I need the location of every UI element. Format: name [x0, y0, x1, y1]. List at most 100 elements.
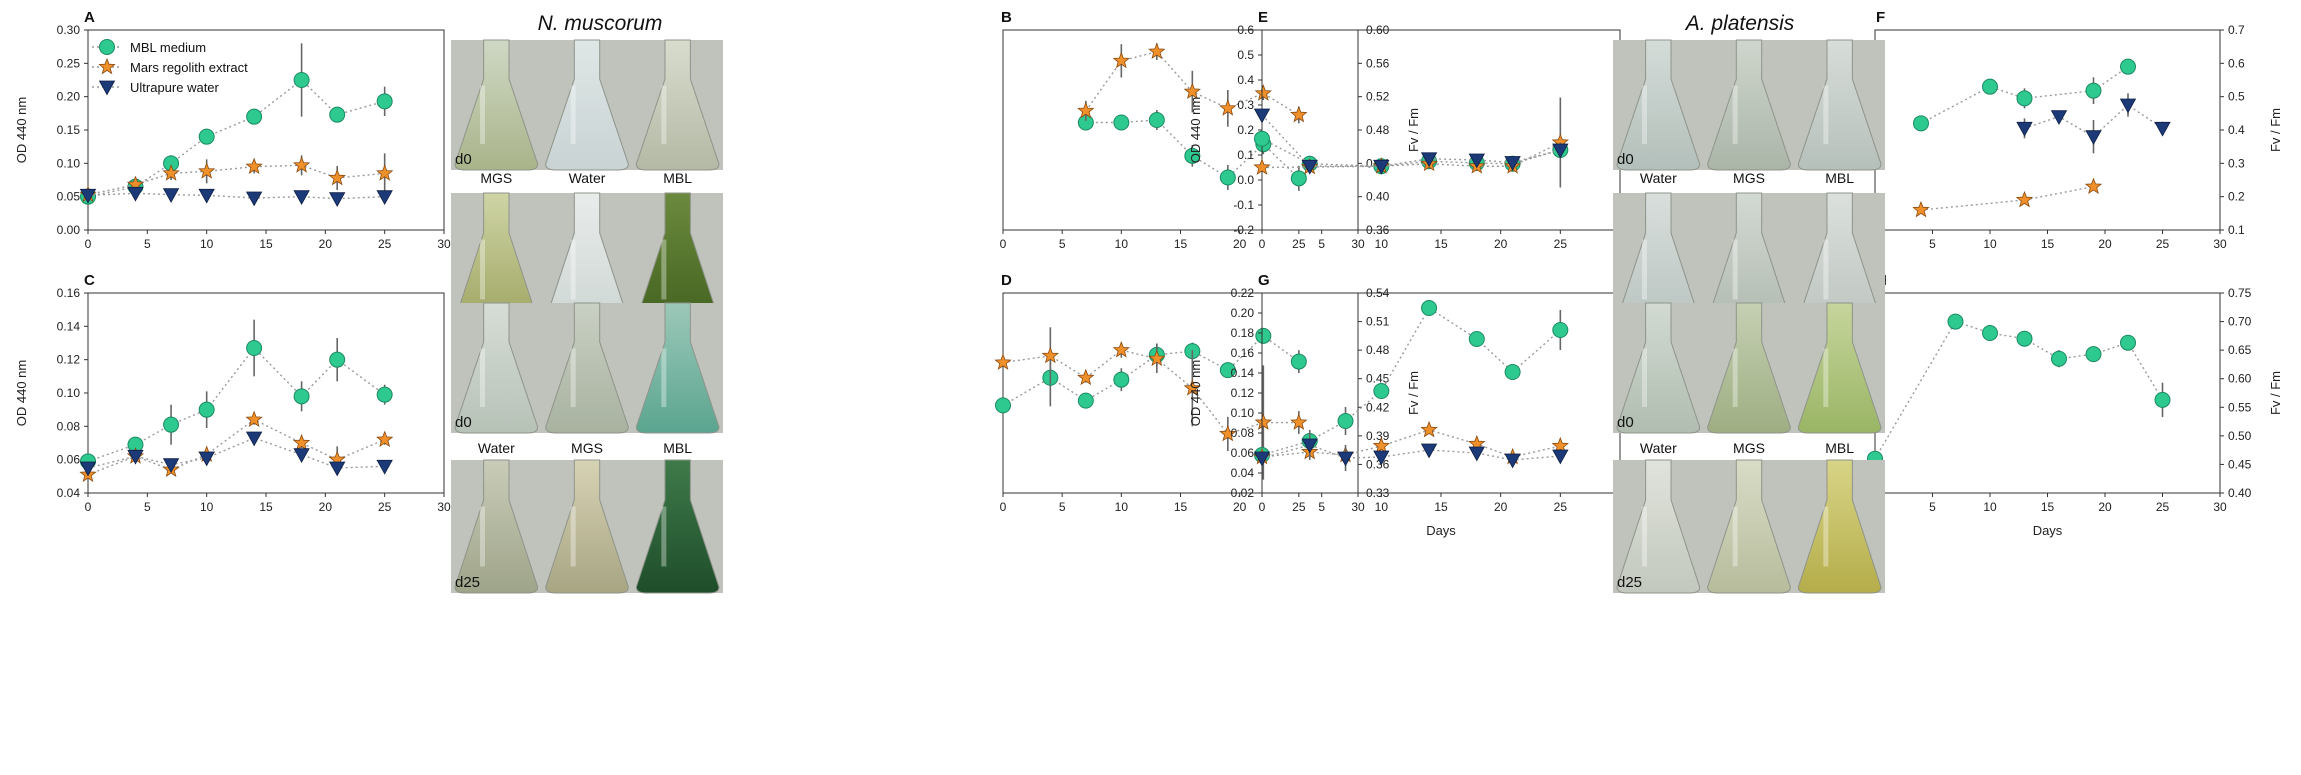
flask-highlight: [1642, 239, 1648, 300]
x-tick-label: 5: [1929, 237, 1936, 251]
y-tick-label: 0.45: [1366, 372, 1390, 386]
data-point-circle: [2120, 334, 2136, 351]
y-tick-label: 0.36: [1366, 457, 1390, 471]
photo-caption: MGS: [571, 440, 603, 456]
day-label: d0: [455, 151, 472, 168]
plot-frame: [1874, 292, 2221, 494]
flask-highlight: [480, 85, 486, 144]
data-point-triangle-down: [1504, 453, 1521, 469]
y-tick-label: 0.40: [2228, 486, 2252, 500]
photo-bottom-g: d25: [1613, 459, 1885, 594]
data-point-triangle-down: [162, 188, 180, 203]
y-tick-label: 0.14: [1231, 366, 1255, 380]
data-point-triangle-down: [127, 186, 144, 202]
photo-caption: MGS: [1733, 170, 1765, 186]
data-point-circle: [2154, 391, 2171, 408]
data-point-circle: [1290, 170, 1307, 187]
x-tick-label: 0: [1000, 237, 1007, 251]
chart-panel-c: 0 5 10 15 20 25 30 0.04 0.06 0.08 0.10 0.12 0.14 0.16…: [14, 286, 451, 514]
x-tick-label: 5: [1318, 500, 1325, 514]
y-tick-label: 0.10: [57, 386, 81, 400]
y-tick-label: -0.2: [1233, 223, 1254, 237]
data-point-triangle-down: [1301, 159, 1318, 175]
data-point-circle: [293, 388, 310, 405]
data-point-star: [245, 157, 263, 174]
flask-image: [1707, 459, 1791, 594]
flask-highlight: [570, 85, 576, 144]
x-tick-label: 5: [144, 237, 151, 251]
data-point-star: [1254, 84, 1272, 101]
series-line-triangle-down: [87, 437, 385, 469]
data-point-triangle-down: [198, 188, 215, 204]
plot-frame: [1874, 29, 2221, 231]
flask-image: [1797, 459, 1882, 594]
data-point-star: [245, 410, 263, 427]
y-tick-label: 0.16: [1231, 346, 1255, 360]
data-point-star: [1112, 51, 1130, 69]
day-label: d0: [1617, 151, 1634, 168]
y-tick-label: 0.20: [1231, 306, 1255, 320]
data-point-circle: [2016, 330, 2033, 347]
flask-highlight: [570, 239, 576, 300]
data-point-circle: [293, 72, 310, 88]
data-point-triangle-down: [329, 192, 346, 207]
y-tick-label: 0.0: [1237, 173, 1254, 187]
series-line-triangle-down: [1261, 444, 1561, 461]
flask-highlight: [1823, 506, 1829, 567]
flask-highlight: [570, 348, 576, 407]
x-tick-label: 10: [1115, 237, 1129, 251]
data-point-star: [1148, 349, 1166, 367]
data-point-star: [1112, 340, 1130, 358]
data-point-circle: [1373, 383, 1390, 399]
x-tick-label: 10: [200, 237, 214, 251]
x-tick-label: 30: [2213, 237, 2227, 251]
x-tick-label: 10: [200, 500, 214, 514]
x-tick-label: 10: [1375, 500, 1389, 514]
data-point-star: [1253, 158, 1271, 175]
chart-panel-e: 0 5 10 15 20 25 30 -0.2 -0.1 0.0 0.1 0.2 0.3 0.4 0.5 0.…: [1188, 23, 1627, 251]
data-point-star: [198, 162, 216, 179]
legend-marker-circle: [99, 39, 115, 55]
data-point-circle: [1913, 115, 1929, 132]
photo-caption: MBL: [1825, 170, 1854, 186]
data-point-star: [1148, 42, 1166, 59]
data-point-circle: [1113, 114, 1130, 131]
x-tick-label: 15: [259, 237, 273, 251]
y-tick-label: 0.52: [1366, 90, 1390, 104]
flask-image: [635, 459, 720, 594]
x-tick-label: 25: [378, 500, 392, 514]
panel-letter: C: [84, 272, 95, 289]
x-tick-label: 10: [1983, 500, 1997, 514]
data-point-circle: [2016, 90, 2033, 107]
x-tick-label: 25: [1292, 500, 1306, 514]
photo-caption: Water: [478, 440, 515, 456]
data-point-star: [2015, 190, 2034, 208]
data-point-circle: [1255, 327, 1272, 344]
flask-image: [454, 39, 539, 171]
panel-letter: G: [1258, 272, 1270, 289]
data-point-triangle-down: [2154, 121, 2171, 137]
data-point-triangle-down: [198, 451, 215, 467]
chart-panel-a: 0 5 10 15 20 25 30 0.00 0.05 0.10 0.15 0.20 0.25 0.30…: [14, 23, 451, 251]
x-tick-label: 5: [1059, 500, 1066, 514]
data-point-star: [1912, 200, 1930, 218]
flask-image: [545, 39, 629, 171]
y-axis-title: OD 440 nm: [14, 360, 29, 426]
y-tick-label: 0.65: [2228, 343, 2252, 357]
x-tick-label: 30: [1351, 237, 1365, 251]
y-tick-label: 0.3: [2228, 156, 2245, 170]
x-tick-label: 5: [1059, 237, 1066, 251]
data-point-triangle-down: [1420, 152, 1438, 168]
flask-highlight: [1642, 506, 1648, 567]
x-tick-label: 25: [1554, 500, 1568, 514]
data-point-triangle-down: [1468, 153, 1485, 169]
y-tick-label: 0.7: [2228, 23, 2245, 37]
y-tick-label: 0.39: [1366, 429, 1390, 443]
flask-image: [454, 302, 539, 434]
x-tick-label: 15: [2041, 500, 2055, 514]
data-point-triangle-down: [127, 449, 144, 465]
data-point-star: [292, 433, 311, 451]
flask-image: [545, 302, 629, 434]
x-tick-label: 25: [1292, 237, 1306, 251]
